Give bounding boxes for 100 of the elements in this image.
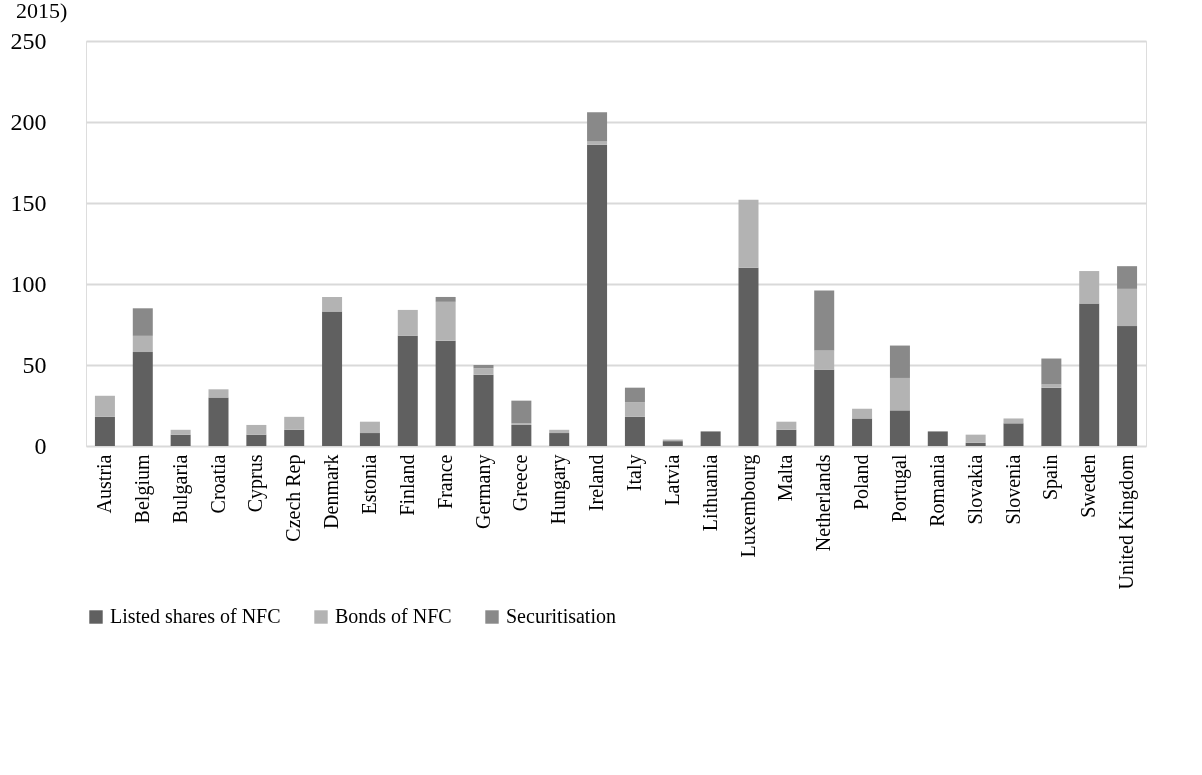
bar — [927, 431, 948, 446]
bar — [435, 340, 456, 446]
bar — [322, 296, 343, 312]
y-tick-label: 150 — [10, 189, 47, 216]
x-tick-label: Poland — [850, 454, 873, 511]
bar — [170, 434, 191, 446]
bar — [132, 335, 153, 353]
x-tick-label: Denmark — [320, 454, 343, 529]
y-tick-label: 200 — [10, 108, 47, 135]
bar — [1041, 384, 1062, 388]
bar — [435, 301, 456, 341]
bar — [587, 141, 608, 145]
bar — [284, 416, 305, 430]
y-tick-label: 250 — [10, 27, 47, 54]
bar — [132, 352, 153, 446]
x-tick-label: Bulgaria — [168, 454, 192, 524]
bar — [889, 410, 910, 446]
bar — [965, 434, 986, 443]
x-tick-label: Croatia — [206, 454, 229, 514]
bar — [549, 429, 570, 434]
x-tick-label: Portugal — [887, 454, 911, 523]
bar — [208, 397, 229, 446]
x-tick-label: Spain — [1039, 454, 1063, 501]
y-tick-label: 50 — [22, 351, 47, 378]
bar — [814, 369, 835, 446]
bar — [814, 290, 835, 351]
x-tick-label: Romania — [925, 454, 948, 527]
bar — [587, 144, 608, 446]
x-tick-label: Greece — [509, 454, 532, 512]
x-tick-label: Malta — [774, 454, 797, 502]
bar — [473, 374, 494, 446]
bar — [94, 395, 115, 417]
bar — [284, 429, 305, 446]
bar — [776, 421, 797, 430]
bar — [473, 365, 494, 369]
bar — [889, 377, 910, 411]
bar — [359, 433, 380, 446]
x-tick-label: Estonia — [357, 454, 380, 515]
legend-label: Securitisation — [506, 605, 616, 627]
x-tick-label: Hungary — [547, 454, 571, 525]
x-tick-label: Luxembourg — [736, 454, 760, 558]
x-tick-label: Belgium — [130, 454, 154, 524]
x-tick-label: United Kingdom — [1115, 454, 1139, 590]
bar — [397, 335, 418, 446]
x-tick-label: Finland — [395, 454, 418, 516]
bar — [1117, 288, 1138, 327]
bar — [587, 112, 608, 142]
bar — [852, 408, 873, 419]
x-tick-label: Cyprus — [244, 454, 268, 513]
bar — [511, 424, 532, 446]
legend-label: Bonds of NFC — [335, 605, 452, 627]
bar — [322, 311, 343, 446]
x-tick-label: Czech Rep — [282, 454, 306, 542]
bar — [1041, 358, 1062, 385]
bar — [1003, 423, 1024, 446]
x-tick-label: Lithuania — [698, 454, 721, 532]
bar — [738, 267, 759, 446]
x-tick-label: France — [433, 454, 456, 509]
bar — [889, 345, 910, 378]
x-tick-label: Austria — [92, 454, 115, 514]
x-tick-label: Netherlands — [812, 454, 835, 552]
bar — [1079, 303, 1100, 446]
bar — [359, 421, 380, 434]
bar — [776, 429, 797, 446]
bar — [549, 433, 570, 446]
bar — [1041, 387, 1062, 446]
chart-title: 2015) — [16, 0, 68, 23]
bar — [170, 429, 191, 435]
bar — [1003, 418, 1024, 424]
bar — [132, 308, 153, 336]
bar — [435, 296, 456, 302]
bar — [814, 350, 835, 370]
x-tick-label: Germany — [471, 454, 495, 529]
bar — [662, 441, 683, 446]
x-tick-label: Latvia — [660, 454, 683, 506]
x-tick-label: Ireland — [585, 454, 608, 512]
bar — [246, 424, 267, 435]
bar — [208, 389, 229, 398]
bar — [624, 402, 645, 417]
bar — [94, 416, 115, 446]
bar — [852, 418, 873, 446]
bar — [473, 368, 494, 375]
bar — [624, 416, 645, 446]
bar — [246, 434, 267, 446]
x-tick-label: Slovakia — [963, 454, 986, 525]
bar — [624, 387, 645, 403]
x-tick-label: Sweden — [1077, 454, 1100, 518]
x-tick-label: Italy — [622, 454, 646, 492]
bar — [511, 400, 532, 424]
bar — [738, 199, 759, 268]
y-tick-label: 100 — [10, 270, 47, 297]
bar — [700, 431, 721, 446]
y-tick-label: 0 — [34, 432, 47, 459]
bar — [1117, 266, 1138, 289]
legend-label: Listed shares of NFC — [110, 605, 281, 627]
bar — [965, 442, 986, 446]
x-tick-label: Slovenia — [1001, 454, 1024, 525]
bar — [1079, 271, 1100, 304]
bar — [1117, 326, 1138, 446]
bar — [397, 309, 418, 336]
